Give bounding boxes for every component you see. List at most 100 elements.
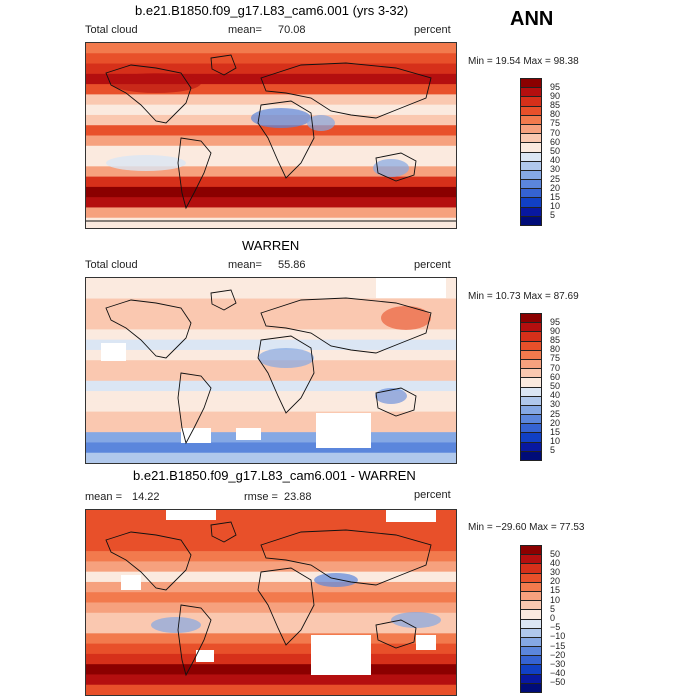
lat-band [86, 530, 456, 542]
lat-band [86, 288, 456, 300]
colorbar-label: 85 [550, 335, 561, 346]
colorbar-label: 15 [550, 585, 561, 596]
panel1-minmax: Min = 19.54 Max = 98.38 [468, 56, 579, 67]
lat-band [86, 176, 456, 188]
coast-north-america [105, 531, 192, 591]
colorbar-swatch [520, 450, 542, 461]
lat-band [86, 653, 456, 665]
panel3-colorbar: 50 40 30 20 15 10 5 0 −5 −10 −15 −20 −30 −40 −50 [520, 545, 565, 693]
lat-band [86, 411, 456, 423]
lat-band [86, 217, 456, 228]
lat-band [86, 197, 456, 208]
panel3-map-svg [86, 510, 456, 695]
colorbar-label: 10 [550, 436, 561, 447]
coast-australia [375, 387, 417, 417]
lat-band [86, 633, 456, 645]
coast-south-america [177, 137, 212, 210]
lat-band [86, 186, 456, 198]
panel2-mean-value: 55.86 [278, 259, 306, 271]
coast-south-america [177, 372, 212, 445]
colorbar-label: 80 [550, 344, 561, 355]
lat-band [86, 145, 456, 157]
colorbar-label: 95 [550, 81, 561, 92]
feature-missing-data-1 [101, 343, 126, 361]
coast-north-america [105, 299, 192, 359]
panel1-bands [86, 43, 456, 228]
feature-missing-data-2 [166, 510, 216, 520]
lat-band [86, 278, 456, 289]
lat-band [86, 308, 456, 320]
colorbar-label: 0 [550, 613, 556, 623]
panel1-map [85, 42, 457, 229]
panel3-bands [86, 510, 456, 695]
lat-band [86, 401, 456, 413]
colorbar-label: −15 [550, 640, 566, 651]
panel3-map [85, 509, 457, 696]
coast-australia [375, 619, 417, 649]
colorbar-label: 50 [550, 381, 561, 391]
panel3-minmax: Min = −29.60 Max = 77.53 [468, 522, 585, 533]
lat-band [86, 329, 456, 341]
coast-africa [257, 100, 315, 179]
lat-band [86, 166, 456, 178]
colorbar-label: 10 [550, 594, 561, 605]
colorbar-label: 30 [550, 399, 561, 410]
colorbar-label: −5 [550, 622, 561, 633]
colorbar-label: 10 [550, 201, 561, 212]
feature-north-pacific [111, 73, 201, 93]
colorbar-label: 50 [550, 548, 561, 559]
lat-band [86, 63, 456, 75]
feature-missing-data-1 [311, 635, 371, 675]
panel3-mean-label: mean = [85, 491, 122, 503]
lat-band [86, 43, 456, 54]
lat-band [86, 380, 456, 392]
lat-band [86, 442, 456, 454]
lat-band [86, 319, 456, 330]
panel1-title: b.e21.B1850.f09_g17.L83_cam6.001 (yrs 3-… [135, 3, 409, 18]
colorbar-label: 75 [550, 118, 561, 129]
colorbar-label: 20 [550, 417, 561, 428]
lat-band [86, 298, 456, 310]
feature-missing-data-6 [196, 650, 214, 662]
panel3-rmse-value: 23.88 [284, 491, 312, 503]
feature-negative-bias-2 [391, 612, 441, 628]
colorbar-label: −30 [550, 658, 566, 669]
panel2-variable-label: Total cloud [85, 259, 138, 271]
panel1-coastlines [86, 54, 456, 222]
panel2-features [101, 278, 446, 448]
panel2-bands [86, 278, 456, 463]
colorbar-label: 20 [550, 576, 561, 587]
lat-band [86, 581, 456, 593]
colorbar-label: −20 [550, 649, 566, 660]
coast-greenland [210, 54, 237, 76]
lat-band [86, 432, 456, 443]
lat-band [86, 674, 456, 686]
colorbar-label: 5 [550, 603, 556, 614]
panel1-variable-label: Total cloud [85, 24, 138, 36]
lat-band [86, 135, 456, 147]
lat-band [86, 452, 456, 463]
lat-band [86, 421, 456, 433]
colorbar-label: 95 [550, 316, 561, 327]
colorbar-label: 30 [550, 164, 561, 175]
colorbar-label: 40 [550, 557, 561, 568]
colorbar-label: −50 [550, 677, 566, 688]
panel1-colorbar: 95 90 85 80 75 70 60 50 40 30 25 20 15 10 5 [520, 78, 560, 226]
coast-eurasia [260, 297, 432, 354]
feature-missing-data-2 [316, 413, 371, 448]
colorbar-label: 70 [550, 127, 561, 138]
feature-missing-data-3 [236, 428, 261, 440]
lat-band [86, 592, 456, 603]
colorbar-label: 5 [550, 445, 556, 456]
panel2-units: percent [414, 259, 451, 271]
colorbar-label: 60 [550, 371, 561, 382]
panel3-units: percent [414, 489, 451, 501]
coast-australia [375, 152, 417, 182]
feature-missing-data-4 [121, 575, 141, 590]
panel2-coastlines [105, 289, 432, 445]
colorbar-label: 25 [550, 408, 561, 419]
coast-africa [257, 335, 315, 414]
panel3-coastlines [105, 521, 432, 677]
colorbar-label: 40 [550, 390, 561, 401]
colorbar-label: 5 [550, 210, 556, 221]
